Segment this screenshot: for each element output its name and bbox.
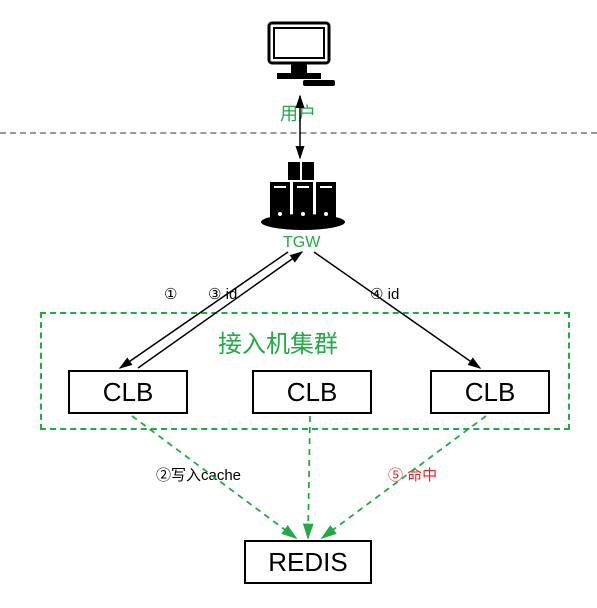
redis-label: REDIS (268, 547, 347, 578)
clb-1-label: CLB (103, 377, 154, 408)
clb-box-3: CLB (430, 370, 550, 414)
edge-label-4: ④ id (370, 285, 399, 303)
clb-box-2: CLB (252, 370, 372, 414)
clb-box-1: CLB (68, 370, 188, 414)
divider-line (0, 132, 597, 134)
user-label: 用户 (280, 100, 316, 126)
clb-3-label: CLB (465, 377, 516, 408)
clb-2-label: CLB (287, 377, 338, 408)
edge-label-2: ②写入cache (156, 464, 241, 485)
redis-box: REDIS (244, 540, 372, 584)
edge-label-3: ③ id (208, 285, 237, 303)
edge-label-5: ⑤ 命中 (388, 464, 437, 485)
server-cluster-icon (258, 160, 348, 232)
edges-overlay (0, 0, 597, 608)
cluster-title: 接入机集群 (218, 324, 338, 359)
computer-icon (259, 18, 339, 88)
tgw-label: TGW (283, 234, 320, 252)
edge-label-1: ① (164, 285, 177, 303)
